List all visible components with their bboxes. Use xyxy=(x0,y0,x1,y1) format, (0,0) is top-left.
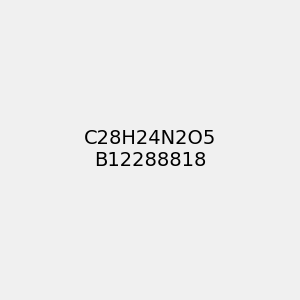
Text: C28H24N2O5
B12288818: C28H24N2O5 B12288818 xyxy=(84,130,216,170)
